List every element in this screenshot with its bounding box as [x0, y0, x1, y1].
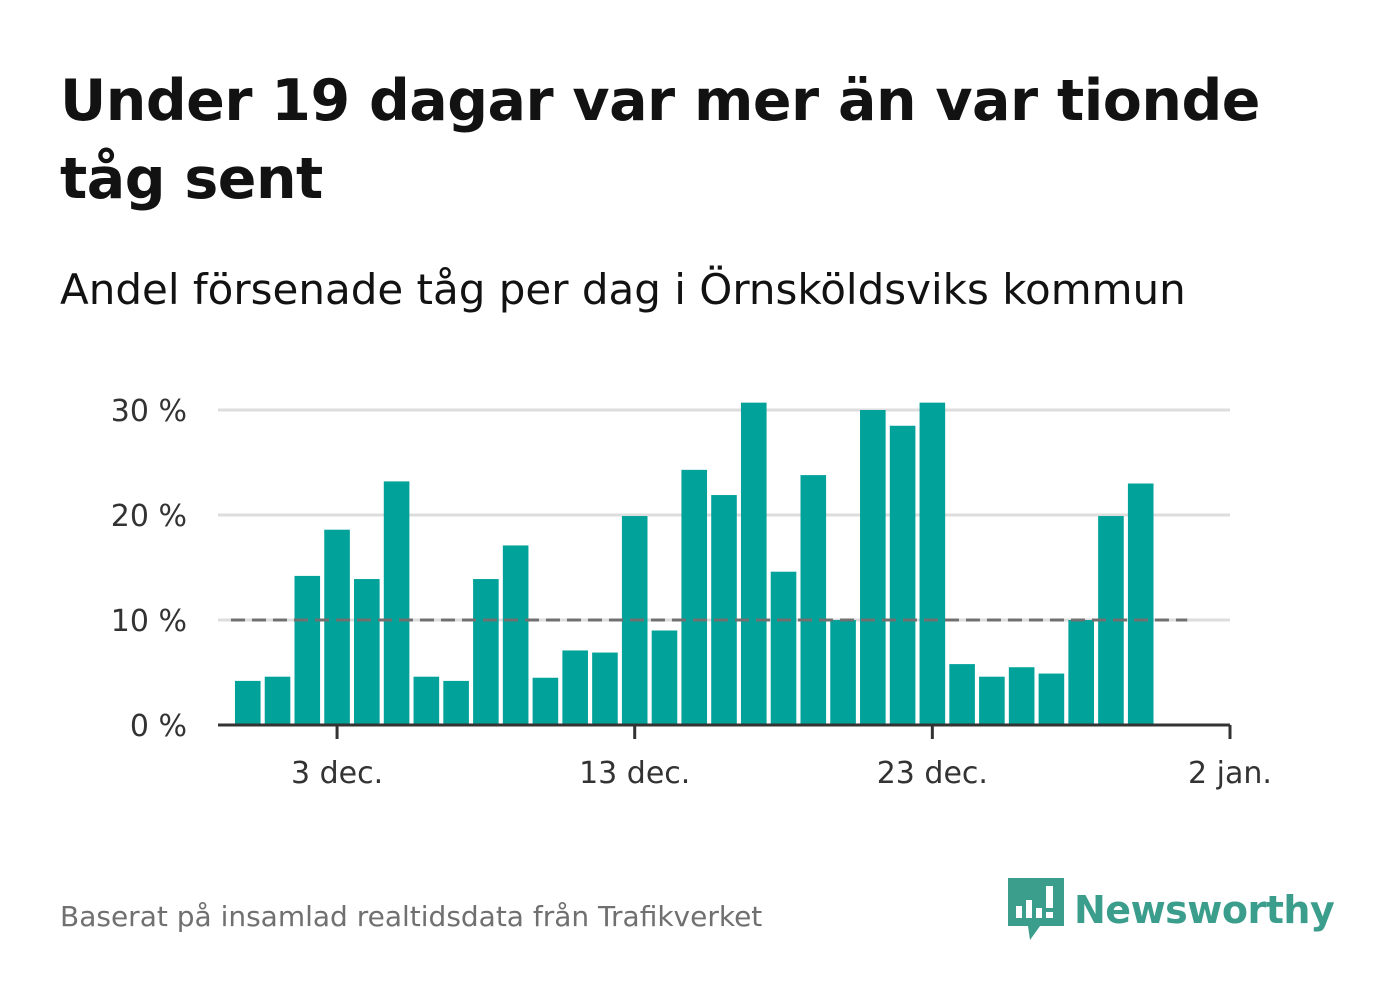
- bar: [1008, 667, 1035, 725]
- bar: [324, 529, 350, 725]
- bar: [711, 495, 737, 725]
- bar: [562, 650, 588, 725]
- bar: [532, 677, 559, 725]
- bar: [681, 469, 708, 725]
- bar: [502, 545, 529, 725]
- bar: [949, 664, 975, 725]
- bar: [770, 571, 797, 725]
- x-axis-labels: 3 dec. 13 dec. 23 dec. 2 jan.: [291, 756, 1272, 791]
- bar: [1127, 483, 1154, 725]
- newsworthy-logo-icon: [1008, 878, 1064, 940]
- y-axis-labels: 0 % 10 % 20 % 30 %: [111, 394, 187, 744]
- bar: [264, 676, 291, 725]
- bar: [889, 425, 916, 725]
- chart-title: Under 19 dagar var mer än var tionde tåg…: [60, 68, 1260, 212]
- bars: [234, 402, 1154, 725]
- x-axis: [218, 723, 1232, 739]
- bar: [800, 475, 827, 725]
- bar: [919, 402, 946, 725]
- bar: [413, 676, 440, 725]
- bar: [592, 652, 618, 725]
- x-tick-label: 3 dec.: [291, 756, 383, 791]
- y-tick-label: 30 %: [111, 394, 187, 429]
- y-tick-label: 10 %: [111, 604, 187, 639]
- bar: [1068, 620, 1094, 725]
- bar: [740, 402, 767, 725]
- bar: [383, 481, 410, 725]
- y-tick-label: 20 %: [111, 499, 187, 534]
- newsworthy-logo: Newsworthy: [1008, 878, 1335, 942]
- bar-chart: 0 % 10 % 20 % 30 % 3 dec. 13 dec. 23 dec. 2 ja…: [111, 394, 1272, 791]
- y-tick-label: 0 %: [130, 709, 187, 744]
- bar: [294, 575, 321, 725]
- bar: [473, 579, 499, 725]
- bar: [979, 676, 1005, 725]
- x-tick-label: 23 dec.: [877, 756, 988, 791]
- source-note: Baserat på insamlad realtidsdata från Tr…: [60, 900, 763, 933]
- newsworthy-logo-text: Newsworthy: [1074, 888, 1335, 932]
- bar: [651, 630, 678, 725]
- bar: [234, 680, 261, 725]
- bar: [1038, 673, 1065, 725]
- bar: [860, 410, 886, 725]
- bar: [354, 579, 380, 725]
- bar: [443, 680, 469, 725]
- x-tick-label: 13 dec.: [579, 756, 690, 791]
- x-tick-label: 2 jan.: [1188, 756, 1272, 791]
- chart-subtitle: Andel försenade tåg per dag i Örnsköldsv…: [60, 265, 1186, 314]
- bar: [830, 620, 856, 725]
